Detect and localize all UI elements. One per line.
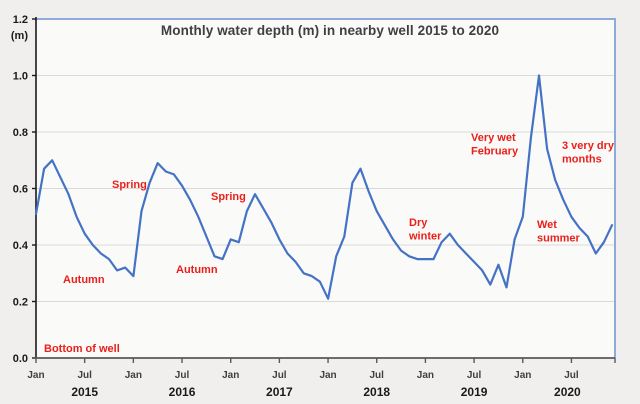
x-tick-label: Jul xyxy=(272,370,287,381)
year-label: 2015 xyxy=(71,385,98,399)
water-depth-line xyxy=(34,74,614,300)
year-label: 2016 xyxy=(169,385,196,399)
annotation-very-wet-february: Very wet February xyxy=(471,132,519,158)
x-tick-label: Jul xyxy=(370,370,385,381)
year-label: 2019 xyxy=(461,385,488,399)
chart-title: Monthly water depth (m) in nearby well 2… xyxy=(160,23,500,38)
year-label: 2020 xyxy=(554,385,581,399)
annotation-spring-2017: Spring xyxy=(211,191,246,203)
annotation-spring-2016: Spring xyxy=(112,179,147,191)
x-tick-label: Jul xyxy=(564,370,579,381)
plot-border xyxy=(36,18,616,358)
x-tick-label: Jan xyxy=(125,370,142,381)
x-tick-label: Jan xyxy=(222,370,239,381)
y-tick-label: 0.0 xyxy=(13,353,28,365)
y-tick-label: 0.2 xyxy=(13,297,28,309)
y-tick-label: 0.8 xyxy=(13,127,28,139)
year-label: 2017 xyxy=(266,385,293,399)
annotation-bottom-of-well: Bottom of well xyxy=(44,343,120,355)
x-tick-label: Jul xyxy=(77,370,92,381)
y-tick-label: 0.4 xyxy=(13,240,29,252)
y-axis-unit-label: (m) xyxy=(11,30,28,42)
x-tick-label: Jan xyxy=(27,370,44,381)
annotation-three-very-dry-months: 3 very dry months xyxy=(562,140,615,166)
x-tick-label: Jan xyxy=(514,370,531,381)
y-tick-label: 0.6 xyxy=(13,184,28,196)
annotation-wet-summer: Wet summer xyxy=(537,219,581,245)
year-label: 2018 xyxy=(363,385,390,399)
y-tick-label: 1.0 xyxy=(13,71,28,83)
x-tick-label: Jul xyxy=(175,370,190,381)
annotation-autumn-2015: Autumn xyxy=(63,274,105,286)
y-tick-label: 1.2 xyxy=(13,14,28,26)
annotation-dry-winter: Dry winter xyxy=(408,217,442,243)
x-tick-label: Jan xyxy=(417,370,434,381)
x-tick-label: Jan xyxy=(319,370,336,381)
x-tick-label: Jul xyxy=(467,370,482,381)
annotation-autumn-2016: Autumn xyxy=(176,264,218,276)
